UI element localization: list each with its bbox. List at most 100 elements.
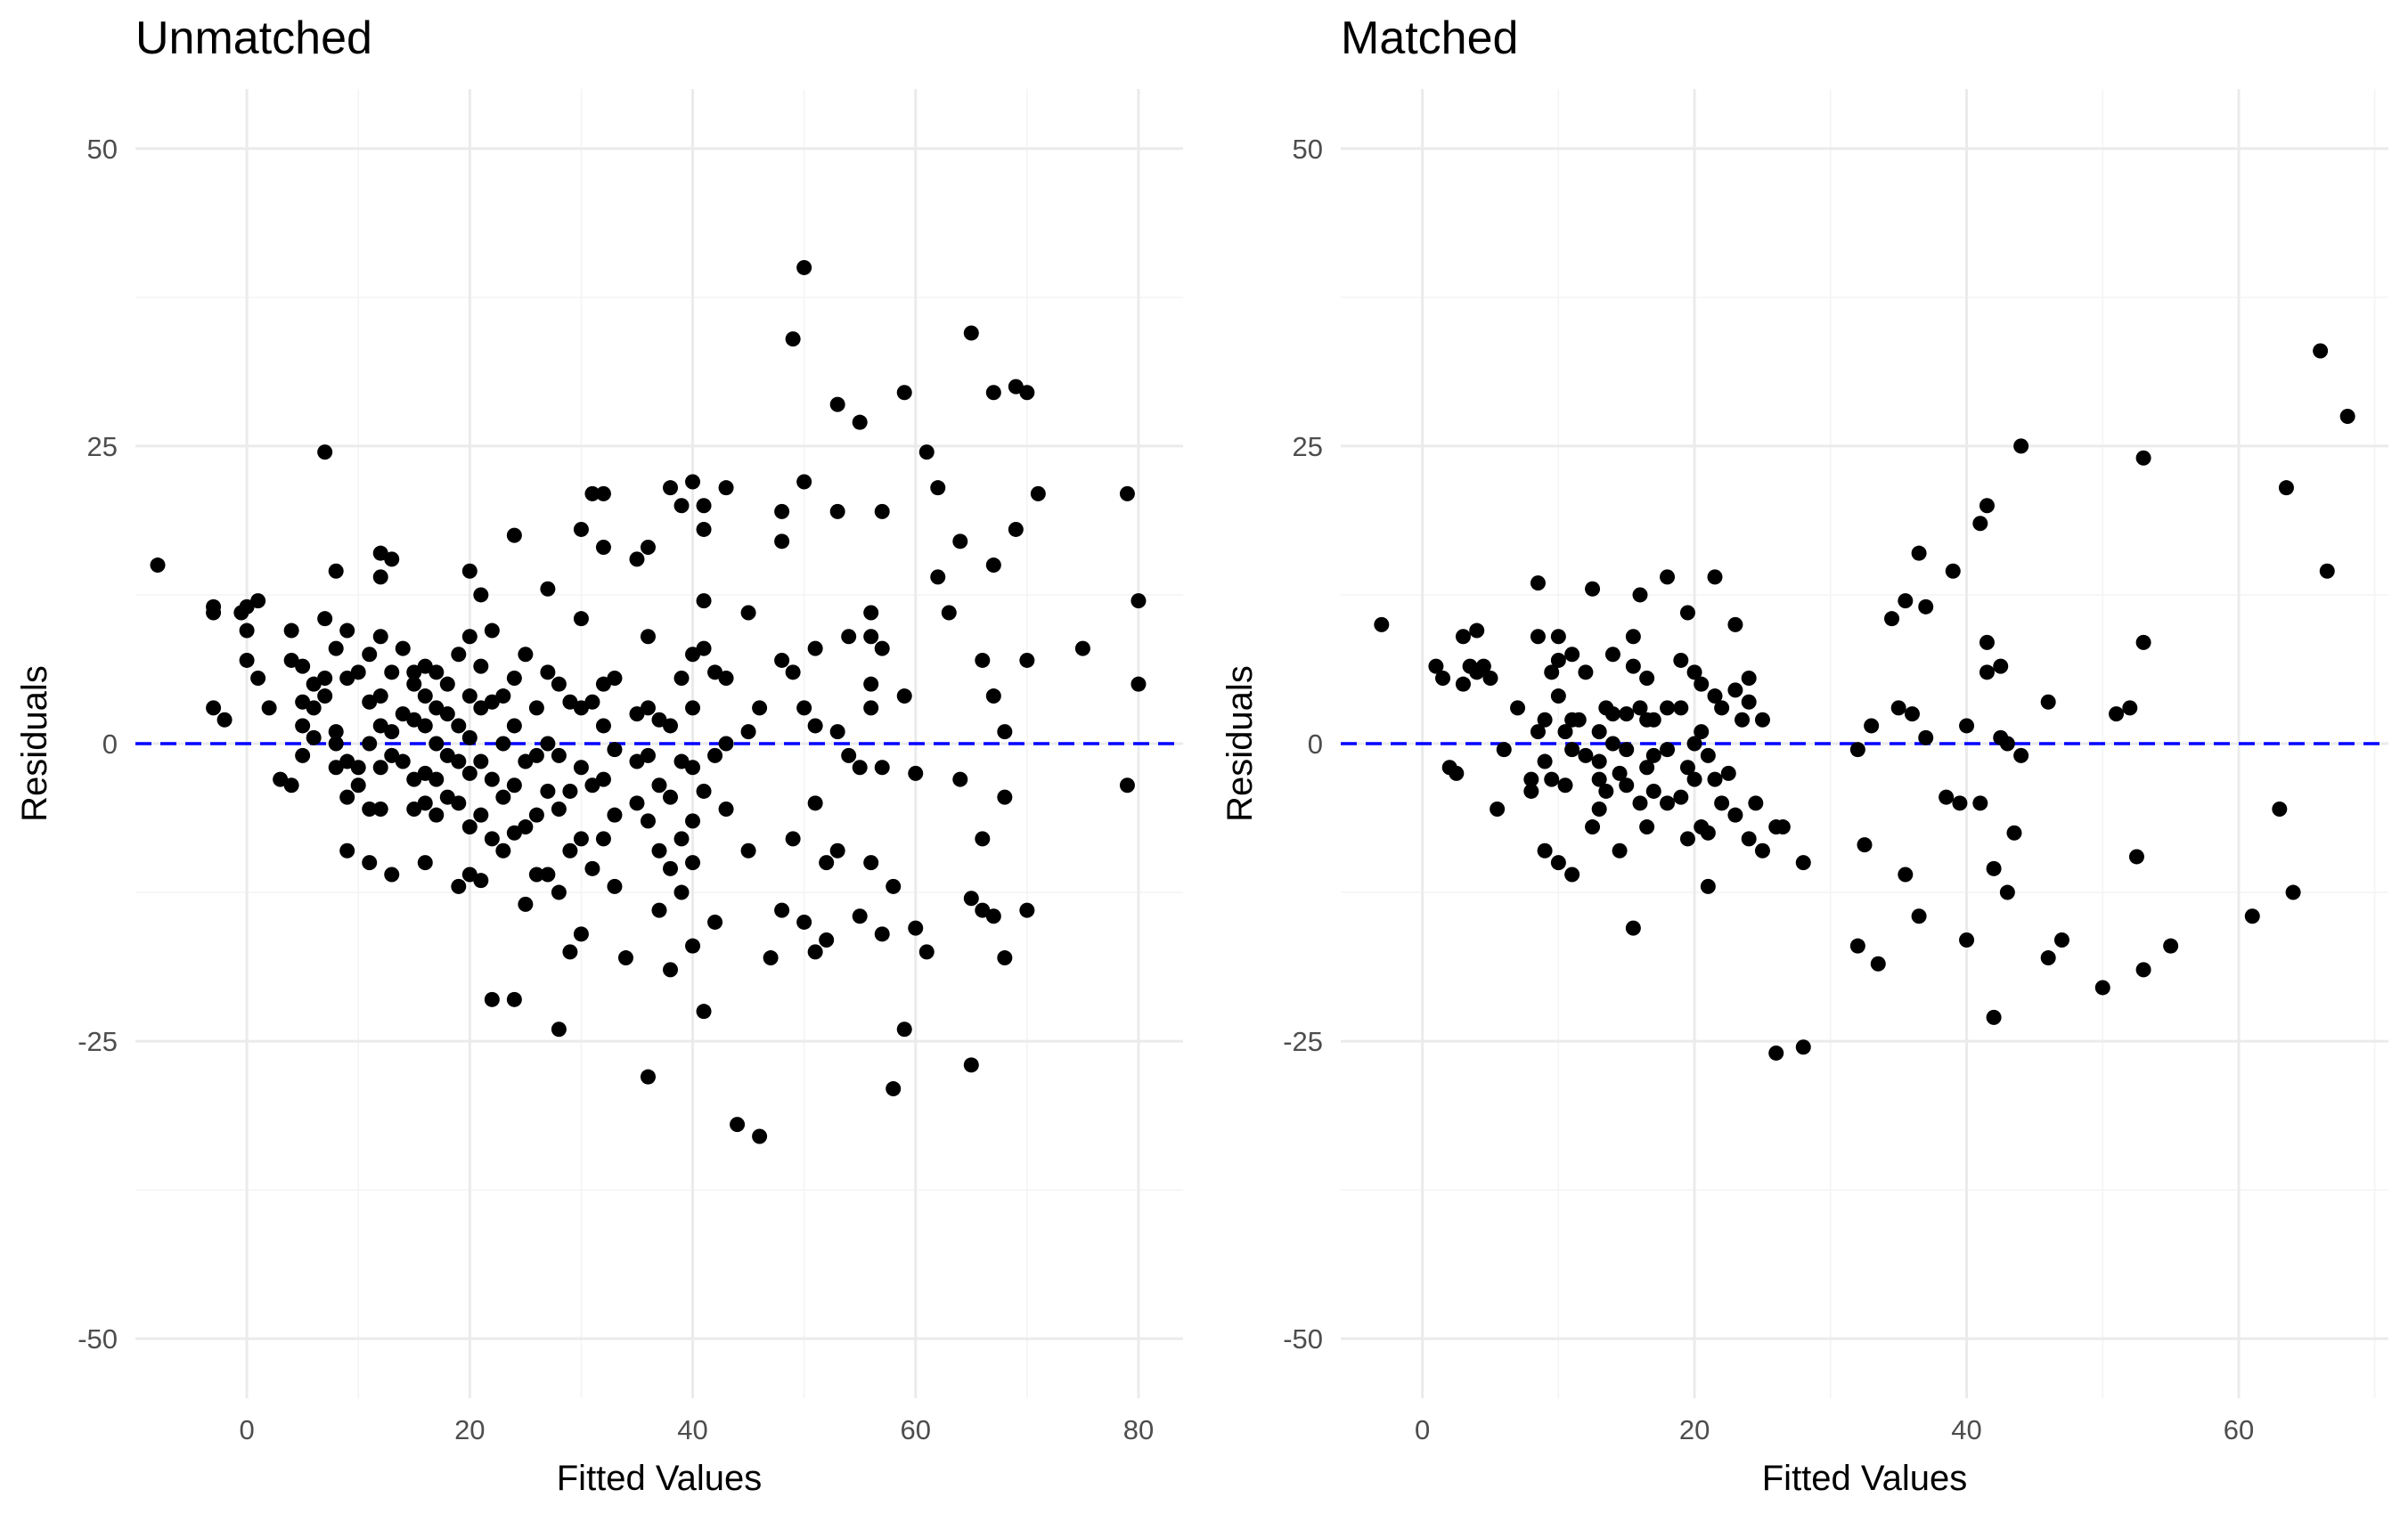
unmatched-data-point bbox=[874, 926, 890, 942]
unmatched-data-point bbox=[874, 640, 890, 656]
unmatched-data-point bbox=[874, 760, 890, 776]
unmatched-data-point bbox=[473, 807, 489, 823]
matched-data-point bbox=[1673, 789, 1689, 805]
unmatched-data-point bbox=[730, 1117, 746, 1133]
unmatched-y-tick-label: 25 bbox=[87, 431, 118, 462]
unmatched-y-axis-title: Residuals bbox=[15, 665, 54, 822]
matched-data-point bbox=[1496, 742, 1512, 758]
matched-x-axis-title: Fitted Values bbox=[1762, 1459, 1968, 1498]
unmatched-data-point bbox=[952, 533, 968, 549]
unmatched-data-point bbox=[339, 753, 355, 769]
unmatched-data-point bbox=[573, 611, 589, 627]
matched-data-point bbox=[1632, 700, 1648, 716]
unmatched-data-point bbox=[707, 914, 723, 930]
unmatched-y-tick-labels: -50 -25 0 25 50 bbox=[78, 134, 118, 1355]
unmatched-data-point bbox=[573, 831, 589, 847]
unmatched-data-point bbox=[640, 747, 656, 763]
unmatched-data-point bbox=[1074, 640, 1090, 656]
unmatched-data-point bbox=[295, 694, 311, 710]
unmatched-data-point bbox=[540, 581, 556, 597]
matched-data-point bbox=[2122, 700, 2138, 716]
matched-data-point bbox=[2319, 563, 2335, 579]
unmatched-data-point bbox=[473, 700, 489, 716]
unmatched-data-point bbox=[573, 700, 589, 716]
unmatched-data-point bbox=[918, 444, 935, 460]
matched-data-point bbox=[1645, 783, 1661, 799]
unmatched-data-point bbox=[461, 867, 478, 883]
matched-data-point bbox=[2244, 908, 2260, 924]
matched-data-point bbox=[1700, 747, 1716, 763]
unmatched-data-point bbox=[317, 671, 333, 686]
unmatched-data-point bbox=[429, 807, 445, 823]
matched-x-tick-label: 40 bbox=[1951, 1414, 1981, 1445]
unmatched-data-point bbox=[495, 789, 511, 805]
matched-data-point bbox=[1979, 498, 1995, 514]
unmatched-data-point bbox=[406, 712, 422, 728]
matched-data-point bbox=[1639, 760, 1655, 776]
matched-data-point bbox=[1714, 795, 1730, 811]
unmatched-data-point bbox=[997, 950, 1013, 966]
matched-data-point bbox=[1679, 831, 1695, 847]
unmatched-data-point bbox=[384, 724, 400, 740]
unmatched-data-point bbox=[997, 789, 1013, 805]
unmatched-data-point bbox=[673, 498, 690, 514]
matched-data-point bbox=[1604, 706, 1620, 722]
unmatched-data-point bbox=[384, 664, 400, 680]
matched-data-point bbox=[1612, 765, 1628, 781]
unmatched-data-point bbox=[863, 676, 879, 692]
unmatched-data-point bbox=[439, 706, 455, 722]
unmatched-data-point bbox=[484, 694, 500, 710]
matched-data-point bbox=[1735, 712, 1751, 728]
unmatched-data-point bbox=[239, 623, 255, 639]
unmatched-data-point bbox=[985, 688, 1001, 704]
unmatched-data-point bbox=[651, 842, 667, 859]
matched-data-point bbox=[1884, 611, 1900, 627]
unmatched-data-point bbox=[573, 760, 589, 776]
unmatched-data-point bbox=[963, 1057, 979, 1073]
unmatched-data-point bbox=[429, 664, 445, 680]
matched-data-point bbox=[1530, 724, 1546, 740]
unmatched-data-point bbox=[506, 825, 522, 841]
unmatched-data-point bbox=[273, 771, 289, 787]
unmatched-data-point bbox=[651, 712, 667, 728]
matched-data-point bbox=[2135, 450, 2151, 466]
matched-data-point bbox=[2272, 802, 2288, 817]
unmatched-data-point bbox=[975, 831, 991, 847]
unmatched-data-point bbox=[1030, 485, 1046, 501]
matched-data-point bbox=[1523, 783, 1539, 799]
matched-data-point bbox=[1660, 569, 1676, 585]
matched-data-point bbox=[1952, 795, 1968, 811]
unmatched-data-point bbox=[339, 842, 355, 859]
unmatched-data-point bbox=[985, 385, 1001, 401]
unmatched-data-point bbox=[484, 991, 500, 1007]
unmatched-data-point bbox=[595, 771, 611, 787]
unmatched-data-point bbox=[685, 474, 701, 490]
unmatched-data-point bbox=[595, 831, 611, 847]
unmatched-data-point bbox=[473, 587, 489, 603]
unmatched-data-point bbox=[417, 658, 433, 674]
unmatched-data-point bbox=[461, 629, 478, 645]
unmatched-data-point bbox=[372, 688, 388, 704]
matched-data-point bbox=[1727, 682, 1743, 698]
matched-data-point bbox=[1591, 753, 1607, 769]
matched-data-point bbox=[2053, 932, 2069, 948]
matched-data-point bbox=[1632, 587, 1648, 603]
matched-data-point bbox=[1537, 842, 1553, 859]
unmatched-data-point bbox=[663, 480, 679, 496]
matched-data-point bbox=[1578, 664, 1594, 680]
unmatched-data-point bbox=[629, 795, 645, 811]
unmatched-data-point bbox=[417, 688, 433, 704]
unmatched-data-point bbox=[975, 652, 991, 668]
matched-data-point bbox=[1557, 777, 1573, 794]
unmatched-data-point bbox=[395, 640, 411, 656]
matched-data-point bbox=[1999, 884, 2015, 900]
matched-data-point bbox=[1455, 629, 1471, 645]
unmatched-data-point bbox=[317, 688, 333, 704]
unmatched-data-point bbox=[707, 747, 723, 763]
unmatched-data-point bbox=[206, 700, 222, 716]
unmatched-data-point bbox=[796, 474, 812, 490]
unmatched-points bbox=[150, 259, 1147, 1144]
unmatched-data-point bbox=[584, 777, 600, 794]
unmatched-x-tick-label: 40 bbox=[677, 1414, 707, 1445]
unmatched-data-point bbox=[595, 540, 611, 555]
